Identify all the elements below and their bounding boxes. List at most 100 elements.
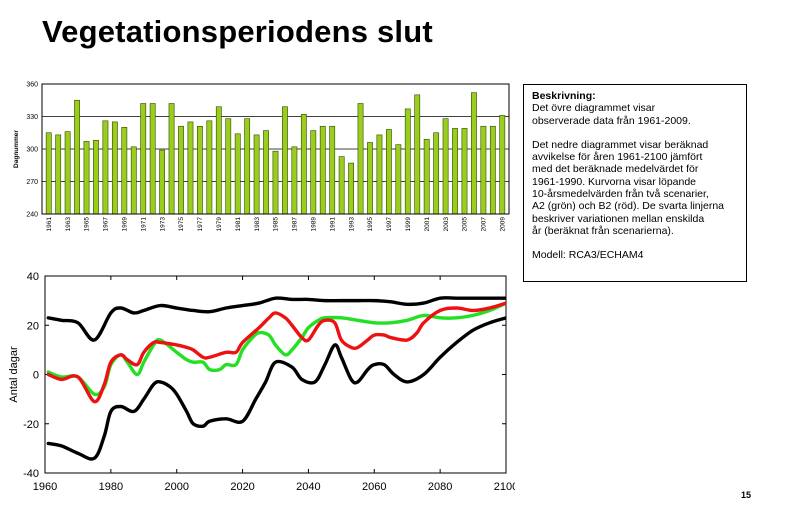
bar-1974 <box>168 103 175 215</box>
top-x-tick-label: 2009 <box>499 217 506 232</box>
top-x-tick-label: 1981 <box>235 217 242 232</box>
bar-1997 <box>385 129 392 215</box>
top-x-tick-label: 2007 <box>481 217 488 232</box>
bottom-x-tick-label: 2040 <box>296 481 320 493</box>
series-upper-envelope <box>46 296 506 342</box>
bar-2003 <box>442 118 449 215</box>
bottom-x-tick-label: 2060 <box>362 481 386 493</box>
top-x-tick-label: 1967 <box>103 217 110 232</box>
description-paragraph-2-line: år (beräknat från scenarierna). <box>532 224 674 237</box>
bar-1962 <box>55 134 62 215</box>
top-chart-frame <box>41 83 510 215</box>
bar-2008 <box>489 125 496 215</box>
description-paragraph-1-line: observerade data från 1961-2009. <box>532 114 691 127</box>
bar-2006 <box>471 92 477 215</box>
bar-1989 <box>310 130 317 215</box>
description-paragraph-2-line: A2 (grön) och B2 (röd). De svarta linjer… <box>532 200 724 213</box>
bar-1965 <box>83 141 90 215</box>
top-x-tick-label: 1971 <box>140 217 147 232</box>
bar-1988 <box>300 114 307 215</box>
top-x-tick-label: 1997 <box>386 217 393 232</box>
bar-2005 <box>461 128 468 215</box>
bar-1986 <box>282 106 288 215</box>
bar-1991 <box>329 125 336 215</box>
bottom-y-tick-label: 40 <box>27 271 39 283</box>
bar-1983 <box>253 134 260 215</box>
description-model: Modell: RCA3/ECHAM4 <box>532 249 644 262</box>
bar-1995 <box>367 142 373 215</box>
bar-1961 <box>45 132 52 215</box>
bar-2001 <box>423 138 430 215</box>
top-x-tick-label: 1979 <box>216 217 223 232</box>
bottom-x-tick-label: 2000 <box>164 481 188 493</box>
bar-2004 <box>452 128 458 215</box>
bar-2007 <box>480 125 487 215</box>
bar-1998 <box>395 144 402 215</box>
bar-1990 <box>319 125 326 215</box>
bar-1973 <box>159 149 166 215</box>
bar-1975 <box>178 125 184 215</box>
top-y-tick-label: 270 <box>26 179 38 186</box>
bottom-y-tick-label: -40 <box>23 468 39 480</box>
description-paragraph-2-line: 10-årsmedelvärden från två scenarier, <box>532 188 709 201</box>
top-x-tick-label: 1987 <box>292 217 299 232</box>
bar-1969 <box>121 127 128 215</box>
top-y-tick-label: 300 <box>26 147 38 154</box>
bar-2009 <box>499 115 506 215</box>
description-paragraph-2-line: med det beräknade medelvärdet för <box>532 163 699 176</box>
bar-1984 <box>263 130 269 215</box>
bar-1966 <box>93 140 99 215</box>
bottom-x-tick-label: 2100 <box>494 481 515 493</box>
bottom-x-tick-label: 1960 <box>33 481 57 493</box>
bottom-chart-series <box>46 296 506 461</box>
top-x-tick-label: 1973 <box>159 217 166 232</box>
bar-1970 <box>130 146 137 215</box>
description-paragraph-2: Det nedre diagrammet visar beräknad avvik… <box>532 139 738 237</box>
bottom-y-tick-label: 0 <box>33 370 39 382</box>
top-y-tick-label: 240 <box>26 212 38 219</box>
top-x-tick-label: 2003 <box>443 217 450 232</box>
bottom-chart-frame <box>44 275 507 474</box>
series-scenario-A2 <box>46 301 506 397</box>
bar-2002 <box>433 132 440 215</box>
description-heading: Beskrivning: <box>532 90 596 102</box>
bar-1999 <box>404 108 411 215</box>
top-x-tick-label: 1983 <box>254 217 261 232</box>
bar-1980 <box>225 118 232 215</box>
top-chart-y-ticks: 240 270 300 330 360 <box>26 82 38 219</box>
series-lower-envelope <box>46 316 506 461</box>
bottom-chart-y-axis-label: Antal dagar <box>8 346 20 403</box>
bottom-x-tick-label: 2020 <box>230 481 254 493</box>
observed-bar-chart: 240 270 300 330 360 1961 1963 1965 1967 1969 1971… <box>13 82 510 232</box>
bar-1982 <box>244 118 251 215</box>
description-paragraph-2-line: beskriver variationen mellan enskilda <box>532 212 705 225</box>
top-x-tick-label: 2005 <box>462 217 469 232</box>
top-x-tick-label: 2001 <box>424 217 431 232</box>
top-chart-bars <box>45 92 506 215</box>
top-x-tick-label: 1975 <box>178 217 185 232</box>
bar-1981 <box>234 133 241 215</box>
description-paragraph-2-line: 1961-1990. Kurvorna visar löpande <box>532 175 697 188</box>
page-title: Vegetationsperiodens slut <box>42 14 433 49</box>
description-paragraph-1: Det övre diagrammet visar observerade dat… <box>532 102 738 127</box>
bar-1996 <box>376 134 383 215</box>
bar-1994 <box>357 103 364 215</box>
bar-1978 <box>206 120 213 215</box>
description-paragraph-2-line: Det nedre diagrammet visar beräknad <box>532 138 709 151</box>
bar-1967 <box>102 120 109 215</box>
top-x-tick-label: 1999 <box>405 217 412 232</box>
page-number: 15 <box>741 490 752 500</box>
bar-2000 <box>414 94 421 215</box>
bar-1985 <box>272 150 279 215</box>
top-x-tick-label: 1989 <box>310 217 317 232</box>
top-x-tick-label: 1977 <box>197 217 204 232</box>
top-x-tick-label: 1963 <box>65 217 72 232</box>
description-paragraph-1-line: Det övre diagrammet visar <box>532 102 656 115</box>
top-chart-y-axis-label: Dagnummer <box>13 130 20 168</box>
top-x-tick-label: 1969 <box>122 217 129 232</box>
bar-1977 <box>197 125 203 215</box>
bottom-x-tick-label: 1980 <box>99 481 123 493</box>
bottom-y-tick-label: -20 <box>23 419 39 431</box>
